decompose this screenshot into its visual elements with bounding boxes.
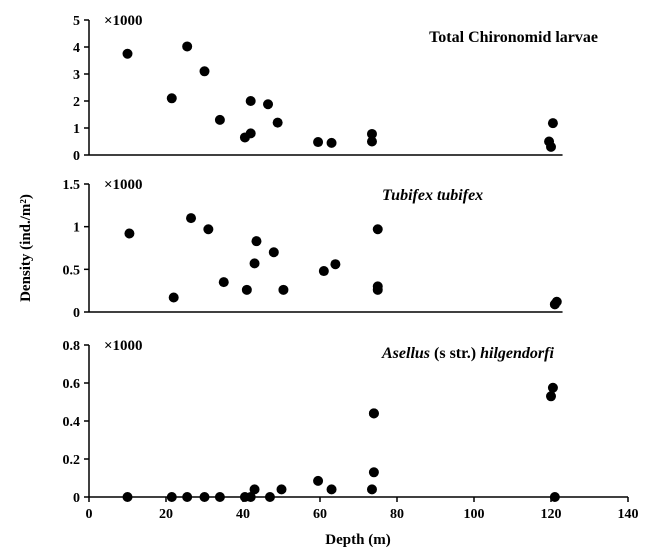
data-point bbox=[326, 137, 337, 148]
data-point bbox=[263, 99, 274, 110]
data-point bbox=[182, 41, 193, 52]
y-tick-label: 0 bbox=[73, 306, 80, 321]
y-axis-title: Density (ind./m²) bbox=[18, 194, 34, 302]
panel-title-part: Asellus bbox=[381, 345, 430, 362]
data-point bbox=[547, 382, 558, 393]
data-point bbox=[241, 284, 252, 295]
x-axis-title: Depth (m) bbox=[325, 532, 390, 548]
y-tick-label: 5 bbox=[73, 14, 80, 29]
panel-title-part: Tubifex tubifex bbox=[382, 187, 483, 204]
multiplier-label: ×1000 bbox=[104, 177, 143, 193]
data-point bbox=[276, 484, 287, 495]
data-point bbox=[368, 467, 379, 478]
x-tick-label: 80 bbox=[390, 507, 404, 522]
data-point bbox=[168, 292, 179, 303]
data-point bbox=[182, 492, 193, 502]
panel-title: Tubifex tubifex bbox=[382, 187, 483, 204]
x-tick-label: 100 bbox=[464, 507, 485, 522]
data-point bbox=[368, 408, 379, 419]
y-tick-label: 1 bbox=[73, 122, 80, 137]
data-point bbox=[214, 492, 225, 502]
y-tick-label: 0.2 bbox=[63, 453, 81, 468]
data-point bbox=[313, 475, 324, 486]
data-point bbox=[203, 224, 214, 235]
data-point bbox=[549, 492, 560, 502]
data-point bbox=[124, 228, 135, 239]
data-point bbox=[264, 492, 275, 502]
y-tick-label: 0.6 bbox=[63, 377, 81, 392]
data-point bbox=[245, 96, 256, 106]
data-point bbox=[214, 114, 225, 125]
y-tick-label: 2 bbox=[73, 95, 80, 110]
y-tick-label: 1 bbox=[73, 221, 80, 236]
data-point bbox=[366, 484, 377, 495]
x-tick-label: 20 bbox=[159, 507, 173, 522]
y-tick-label: 0.5 bbox=[63, 263, 81, 278]
y-tick-label: 0 bbox=[73, 491, 80, 506]
panel-title: Asellus (s str.) hilgendorfi bbox=[381, 345, 554, 362]
data-point bbox=[313, 137, 324, 148]
data-point bbox=[199, 66, 210, 77]
multiplier-label: ×1000 bbox=[104, 338, 143, 354]
data-point bbox=[166, 492, 177, 502]
data-point bbox=[326, 484, 337, 495]
data-point bbox=[122, 492, 133, 502]
data-point bbox=[245, 492, 256, 502]
data-point bbox=[268, 247, 279, 258]
panel-2: 0 0.5 1 1.5 ×1000 Tubifex tubifex bbox=[63, 177, 563, 321]
panel-title-part: (s str.) bbox=[430, 345, 480, 362]
data-point bbox=[186, 213, 197, 224]
data-point bbox=[218, 277, 229, 288]
y-tick-label: 4 bbox=[73, 41, 80, 56]
data-point bbox=[245, 128, 256, 139]
panel-title-part: hilgendorfi bbox=[480, 345, 554, 362]
panel-3: 0 0.2 0.4 0.6 0.8 ×1000 Asellus (s str.) hilge… bbox=[63, 338, 628, 506]
data-point bbox=[330, 259, 341, 270]
x-tick-label: 120 bbox=[541, 507, 562, 522]
data-point bbox=[366, 136, 377, 147]
multiplier-label: ×1000 bbox=[104, 13, 143, 29]
data-point bbox=[249, 484, 260, 495]
data-point bbox=[546, 391, 556, 402]
y-tick-label: 1.5 bbox=[63, 178, 81, 193]
data-point bbox=[199, 492, 210, 502]
data-point bbox=[251, 236, 262, 247]
data-point bbox=[166, 93, 177, 104]
panel-1: 0 1 2 3 4 5 ×1000 Total Chironomid larvae bbox=[73, 13, 598, 164]
data-point bbox=[551, 296, 562, 307]
x-tick-label: 0 bbox=[86, 507, 93, 522]
x-tick-label: 140 bbox=[618, 507, 639, 522]
data-point bbox=[278, 284, 289, 295]
data-point bbox=[122, 48, 133, 59]
panel-title: Total Chironomid larvae bbox=[429, 29, 598, 46]
y-tick-label: 3 bbox=[73, 68, 80, 83]
y-tick-label: 0.8 bbox=[63, 339, 81, 354]
x-tick-label: 60 bbox=[313, 507, 327, 522]
data-point bbox=[272, 117, 283, 128]
x-tick-label: 40 bbox=[236, 507, 250, 522]
y-tick-label: 0.4 bbox=[63, 415, 81, 430]
data-point bbox=[372, 284, 383, 295]
data-point bbox=[546, 141, 556, 152]
data-point bbox=[372, 224, 383, 235]
y-tick-label: 0 bbox=[73, 149, 80, 164]
data-point bbox=[249, 258, 260, 269]
data-point bbox=[318, 266, 329, 277]
data-point bbox=[547, 118, 558, 129]
data-point bbox=[366, 128, 377, 139]
